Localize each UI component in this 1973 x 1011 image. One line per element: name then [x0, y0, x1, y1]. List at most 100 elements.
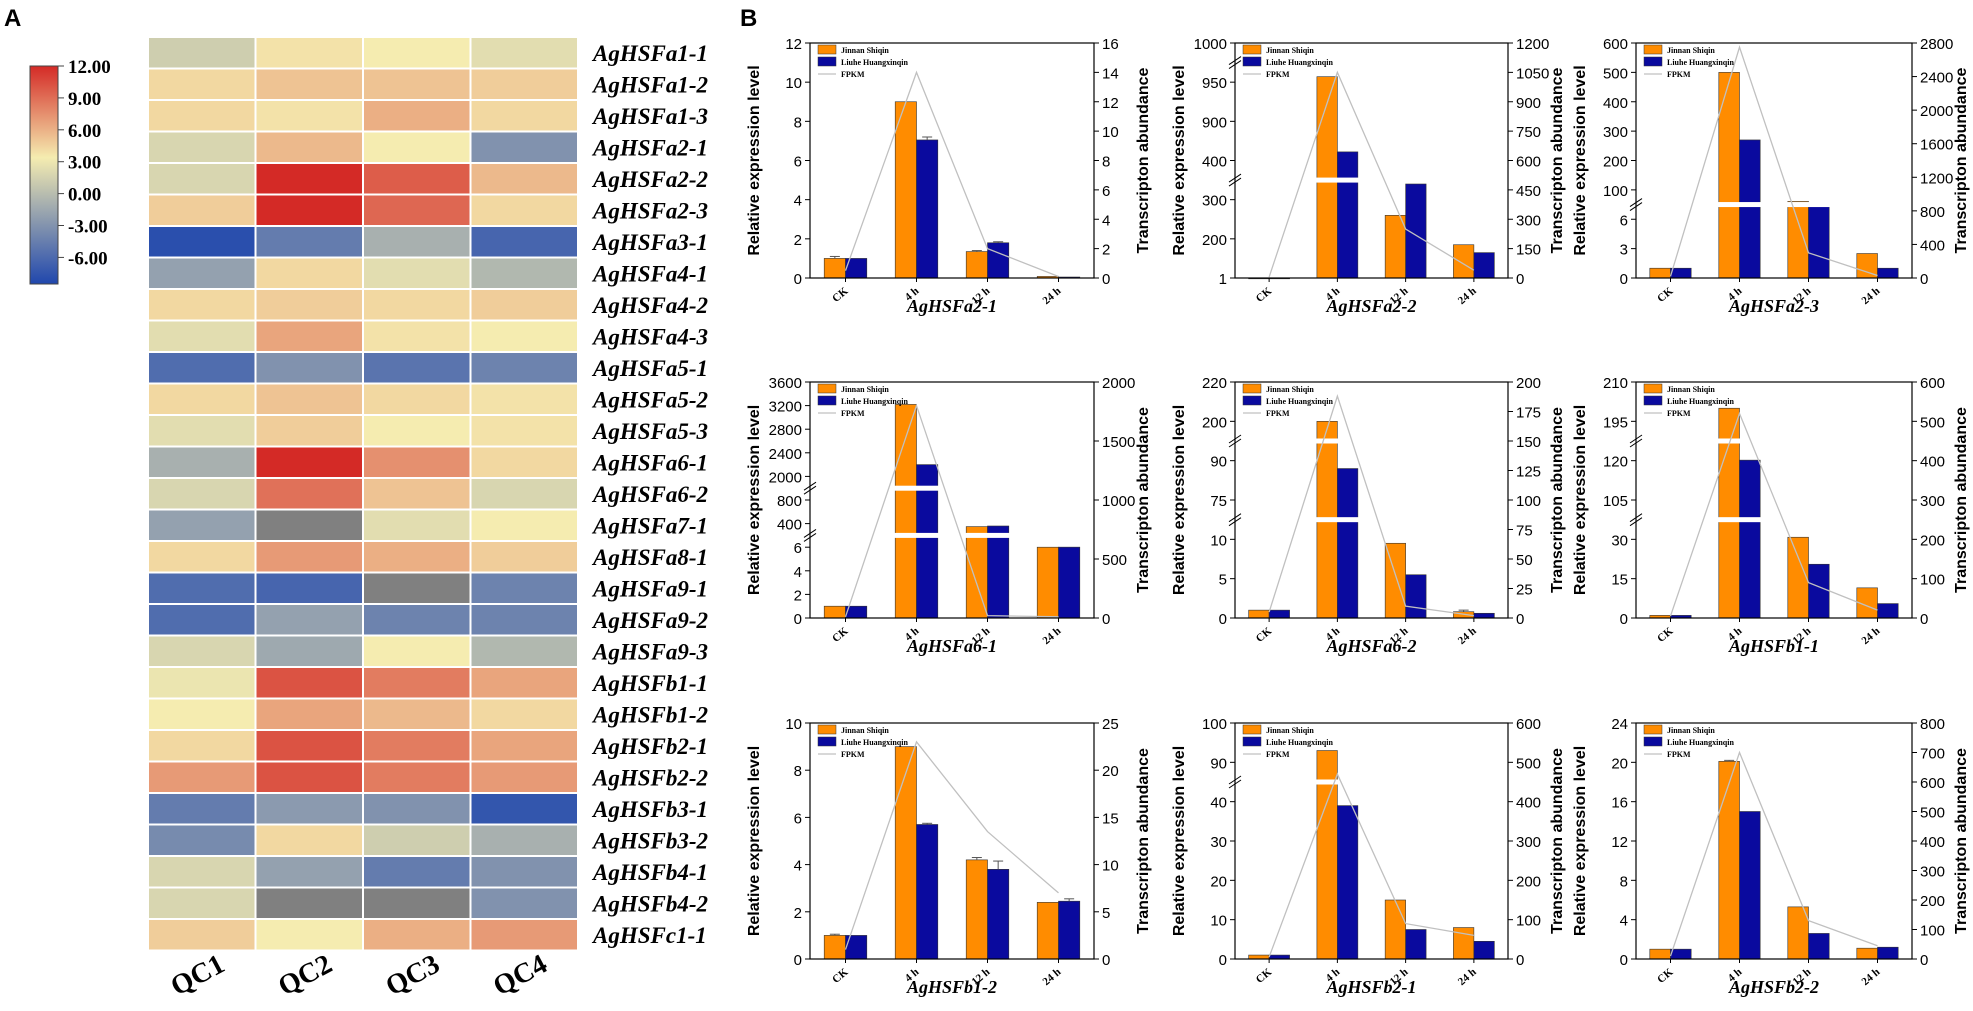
y2-tick-label: 400: [1920, 237, 1945, 254]
heatmap-cell: 3.5: [254, 823, 364, 857]
y2-tick-label: 10: [1102, 858, 1119, 875]
heatmap-cell: -8: [147, 225, 257, 259]
y-tick-label: 10: [1210, 532, 1227, 549]
heatmap-cell: 3.5: [147, 99, 257, 133]
chart-title: AgHSFa2-2: [1325, 296, 1416, 316]
heatmap-cell: -3.5: [469, 130, 579, 164]
legend-swatch-series2: [817, 395, 837, 406]
legend-label-line: FPKM: [1667, 750, 1691, 759]
chart-title: AgHSFb1-2: [906, 977, 997, 997]
heatmap-cell: 1: [147, 477, 257, 511]
y-tick-label: 400: [1603, 95, 1628, 112]
heatmap-cell: 6.5: [147, 760, 257, 794]
axis-break-band: [1238, 779, 1505, 785]
legend-swatch-series1: [1643, 724, 1663, 735]
y-tick-label: 75: [1210, 493, 1227, 510]
y2-tick-label: 175: [1516, 405, 1541, 422]
bar: [1405, 929, 1427, 960]
y-tick-label: 8: [794, 763, 802, 780]
heatmap-cell: -4: [147, 823, 257, 857]
heatmap-row-label: AgHSFb1-2: [591, 702, 708, 727]
bar: [1670, 948, 1692, 960]
heatmap-row-label: AgHSFa1-3: [591, 104, 708, 129]
y2-axis-title: Transcripton abundance: [1953, 407, 1970, 593]
chart-AgHSFa2-2: 1200300400900950100001503004506007509001…: [1171, 36, 1566, 316]
heatmap-cell: 4: [469, 288, 579, 322]
legend-swatch-series2: [1643, 736, 1663, 747]
heatmap-row-label: AgHSFa4-3: [591, 324, 708, 349]
y2-axis-title: Transcripton abundance: [1135, 407, 1152, 593]
legend-swatch-series1: [1242, 44, 1262, 55]
y-tick-label: 5: [1219, 572, 1227, 589]
y2-tick-label: 200: [1516, 873, 1541, 890]
legend-label-series1: Jinnan Shiqin: [1266, 385, 1314, 394]
y2-tick-label: 25: [1516, 582, 1533, 599]
legend-label-line: FPKM: [1266, 409, 1290, 418]
bar: [1877, 603, 1899, 619]
y-tick-label: 1000: [1194, 36, 1227, 53]
y-tick-label: 4: [1620, 913, 1628, 930]
y2-tick-label: 50: [1516, 552, 1533, 569]
heatmap-row-label: AgHSFb3-1: [591, 797, 708, 822]
heatmap-cell: 3.5: [469, 697, 579, 731]
heatmap-cell: -1: [469, 634, 579, 668]
y-axis-title: Relative expression level: [1171, 405, 1188, 595]
axis-break-band: [1238, 60, 1505, 66]
legend-label-series2: Liuhe Huangxinqin: [841, 738, 908, 747]
heatmap-cell: 4: [147, 918, 257, 952]
y-tick-label: 0: [1219, 611, 1227, 628]
y2-tick-label: 450: [1516, 183, 1541, 200]
x-tick-label: 24 h: [1040, 625, 1063, 647]
legend-label-series1: Jinnan Shiqin: [841, 385, 889, 394]
x-tick-label: CK: [830, 625, 851, 645]
bar: [1787, 201, 1809, 279]
y-tick-label: 10: [785, 716, 802, 733]
y2-tick-label: 2000: [1102, 375, 1135, 392]
heatmap-cell: 3.5: [254, 256, 364, 290]
y2-axis-title: Transcripton abundance: [1135, 748, 1152, 934]
legend-swatch-series2: [1242, 395, 1262, 406]
heatmap-cell: NA: [362, 571, 472, 605]
x-tick-label: 24 h: [1859, 625, 1882, 647]
axis-break-band: [813, 532, 1091, 538]
y-tick-label: 300: [1202, 193, 1227, 210]
legend-label-series1: Jinnan Shiqin: [1667, 46, 1715, 55]
heatmap-cell: 6: [469, 666, 579, 700]
y-axis-title: Relative expression level: [746, 746, 763, 936]
heatmap-row-label: AgHSFa5-2: [591, 387, 708, 412]
heatmap-cell: -6.5: [254, 571, 364, 605]
bar: [823, 605, 846, 619]
x-tick-label: CK: [1655, 625, 1676, 645]
legend-label-line: FPKM: [1266, 750, 1290, 759]
bar: [1268, 609, 1290, 619]
x-tick-label: CK: [1655, 966, 1676, 986]
heatmap-row-label: AgHSFa1-1: [591, 41, 708, 66]
y2-tick-label: 20: [1102, 763, 1119, 780]
y2-axis-title: Transcripton abundance: [1135, 67, 1152, 253]
heatmap-cell: -1.5: [362, 225, 472, 259]
heatmap-cell: 1: [147, 162, 257, 196]
heatmap-cell: 4: [469, 67, 579, 101]
x-tick-label: CK: [1254, 625, 1275, 645]
y2-tick-label: 100: [1920, 923, 1945, 940]
fpkm-line: [1669, 411, 1878, 617]
heatmap: 0.532.51.5AgHSFa1-13.54.54.54AgHSFa1-23.…: [29, 36, 708, 1002]
bar: [1739, 139, 1761, 279]
bar: [1316, 76, 1338, 279]
y-tick-label: 195: [1603, 414, 1628, 431]
x-tick-label: 24 h: [1456, 625, 1479, 647]
y2-tick-label: 400: [1920, 454, 1945, 471]
legend-swatch-series1: [817, 44, 837, 55]
heatmap-cell: -6.5: [469, 225, 579, 259]
heatmap-row-label: AgHSFa2-2: [591, 167, 708, 192]
heatmap-cell: 1: [469, 477, 579, 511]
heatmap-row-label: AgHSFb3-2: [591, 828, 708, 853]
legend-swatch-series1: [1242, 724, 1262, 735]
bar: [916, 139, 939, 279]
heatmap-cell: 5: [362, 697, 472, 731]
legend-label-series1: Jinnan Shiqin: [1667, 385, 1715, 394]
y-axis-title: Relative expression level: [1572, 746, 1589, 936]
